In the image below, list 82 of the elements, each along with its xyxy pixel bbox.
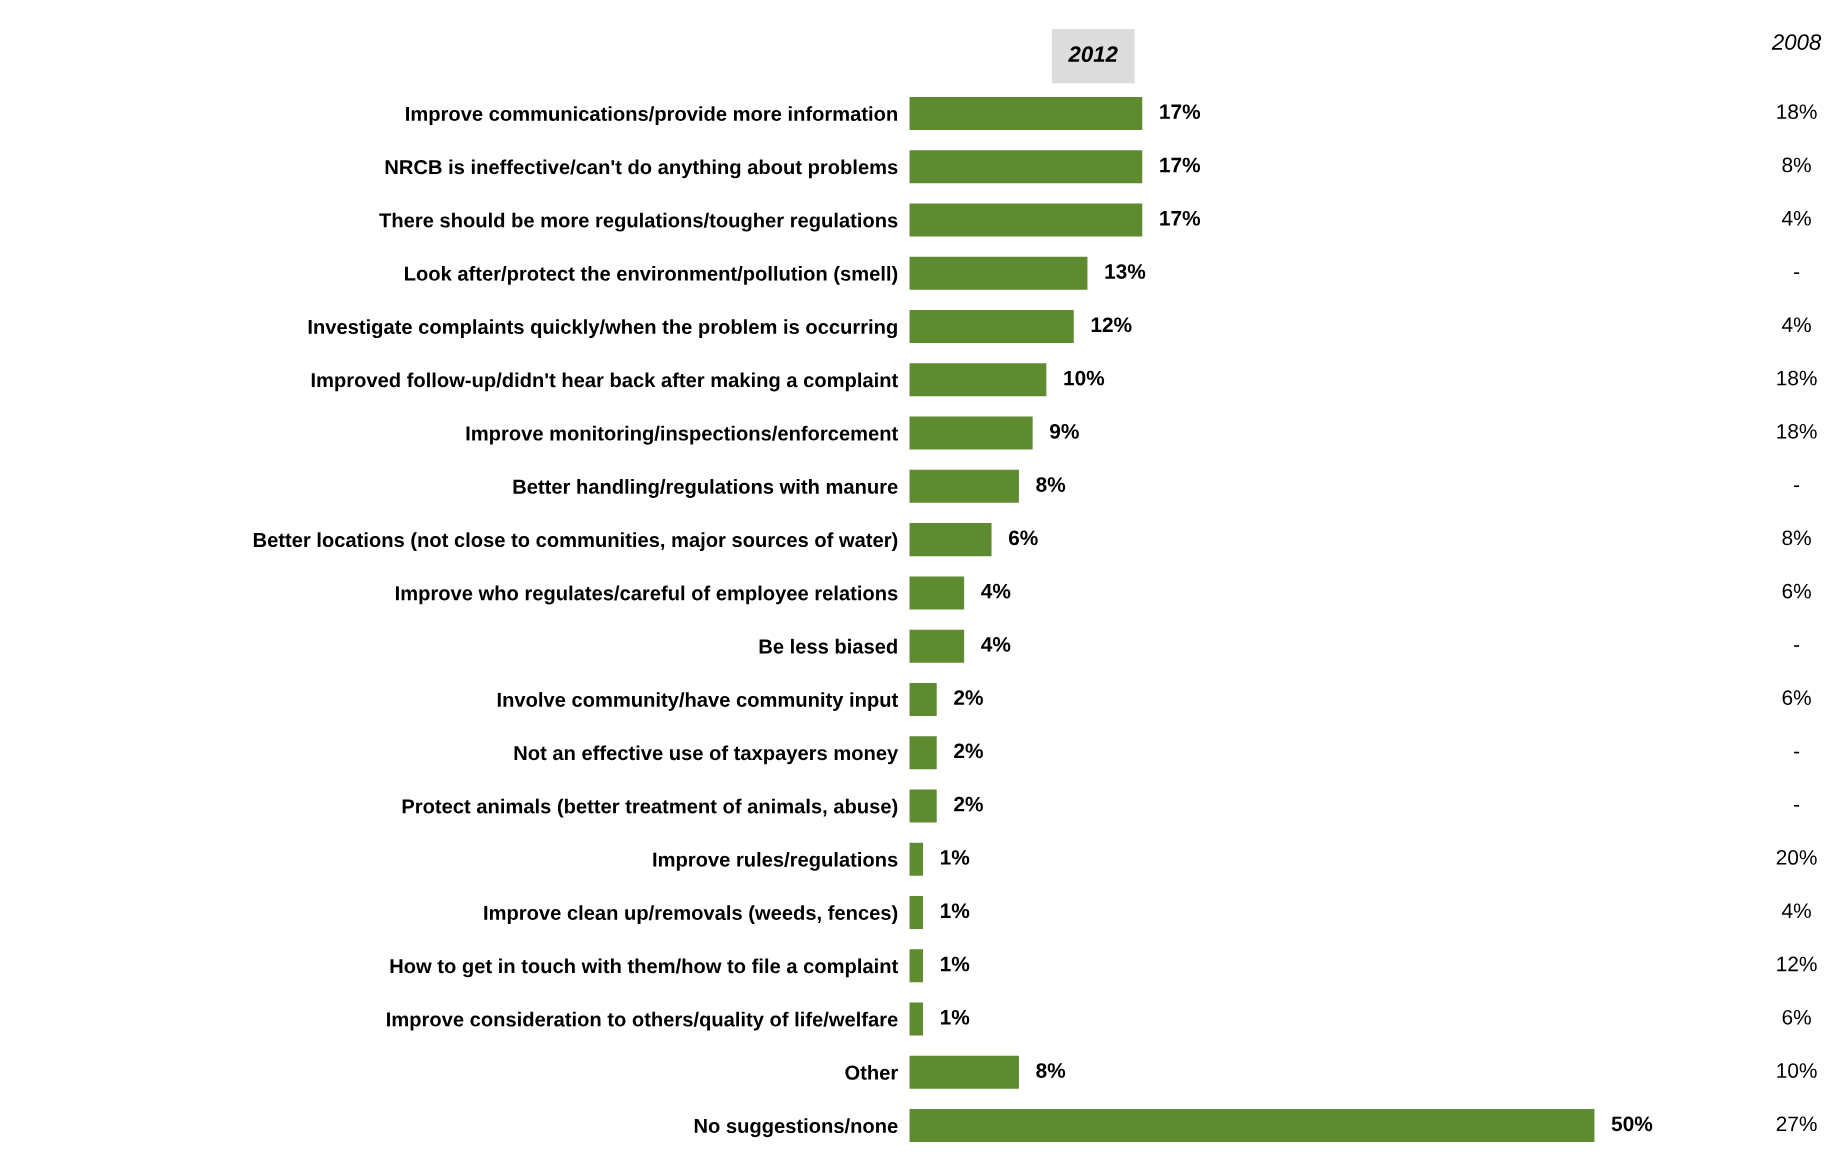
bar [909,469,1019,503]
y-tick-label: Not an effective use of taxpayers money [514,745,899,765]
y-tick-label: Better locations (not close to communities, major sources of water) [253,532,898,552]
bar [909,1109,1595,1143]
y-tick-label: Be less biased [759,638,897,654]
text: 18% [1777,423,1817,439]
y-tick-label: How to get in touch with them/how to file a complaint [390,958,898,978]
text: 2008 [1771,34,1822,50]
text: 10% [1777,1063,1817,1078]
text: 12% [1777,956,1817,972]
text: 27% [1776,1116,1817,1132]
y-tick-label: Better handling/regulations with manure [513,479,898,498]
bar [909,416,1033,450]
bar [909,310,1074,344]
text: - [1794,485,1800,488]
bar [909,1055,1019,1089]
text: 18% [1777,370,1817,386]
bar [909,682,937,716]
data-label: 2% [954,796,983,812]
y-tick-label: Improve who regulates/careful of employee relations [395,585,898,605]
bar [909,629,965,663]
text: 20% [1776,850,1817,865]
y-tick-label: Improve consideration to others/quality of life/welfare [387,1011,898,1031]
text: - [1794,805,1800,807]
data-label: 8% [1036,1063,1066,1078]
bar [909,256,1088,290]
text: - [1794,645,1800,647]
data-label: 4% [981,637,1011,652]
y-tick-label: Improved follow-up/didn't hear back after making a complaint [311,372,898,392]
bar [909,150,1143,184]
text: 6% [1782,583,1811,599]
text: 6% [1782,690,1811,706]
y-tick-label: Improve clean up/removals (weeds, fences) [484,905,898,924]
text: 6% [1782,1009,1811,1025]
bar [909,949,924,983]
text: 4% [1782,903,1811,919]
chart-title: 2012 [1068,46,1118,63]
bar [909,789,937,823]
y-tick-label: Protect animals (better treatment of animals, abuse) [402,798,898,818]
y-tick-label: Investigate complaints quickly/when the problem is occurring [308,319,897,339]
data-label: 1% [941,903,970,919]
data-label: 9% [1050,423,1079,439]
data-label: 50% [1611,1116,1653,1132]
data-label: 1% [941,850,970,865]
bar [909,523,992,557]
y-tick-label: Involve community/have community input [497,692,898,711]
bar [909,895,924,930]
text: - [1794,751,1800,754]
data-label: 1% [941,956,970,972]
y-tick-label: Improve communications/provide more information [406,106,897,125]
y-tick-label: No suggestions/none [694,1118,898,1138]
bar [909,96,1143,130]
text: 18% [1777,104,1817,120]
y-tick-label: Improve rules/regulations [653,851,898,871]
data-label: 13% [1105,264,1146,279]
text: 4% [1782,317,1811,333]
data-label: 17% [1160,157,1201,173]
text: 4% [1782,210,1811,226]
data-label: 2% [954,743,983,759]
data-label: 8% [1036,477,1066,492]
data-label: 12% [1091,317,1132,333]
bar [909,203,1143,237]
text: - [1794,272,1800,274]
bar [909,736,937,770]
data-label: 17% [1160,104,1201,120]
bar [909,842,924,876]
text: 8% [1782,157,1811,173]
y-tick-label: NRCB is ineffective/can't do anything about problems [385,159,898,179]
data-label: 2% [954,690,983,705]
y-tick-label: Look after/protect the environment/pollution (smell) [405,265,898,285]
y-tick-label: Other [845,1065,898,1080]
y-tick-label: There should be more regulations/tougher regulations [379,212,898,232]
text: 8% [1782,530,1811,546]
y-tick-label: Improve monitoring/inspections/enforcement [466,425,898,445]
bar [909,363,1047,397]
data-label: 10% [1064,370,1105,386]
data-label: 17% [1160,210,1201,226]
data-label: 1% [941,1009,970,1025]
bar [909,1002,924,1036]
data-label: 4% [981,583,1011,599]
data-label: 6% [1008,530,1038,546]
bar [909,576,965,610]
